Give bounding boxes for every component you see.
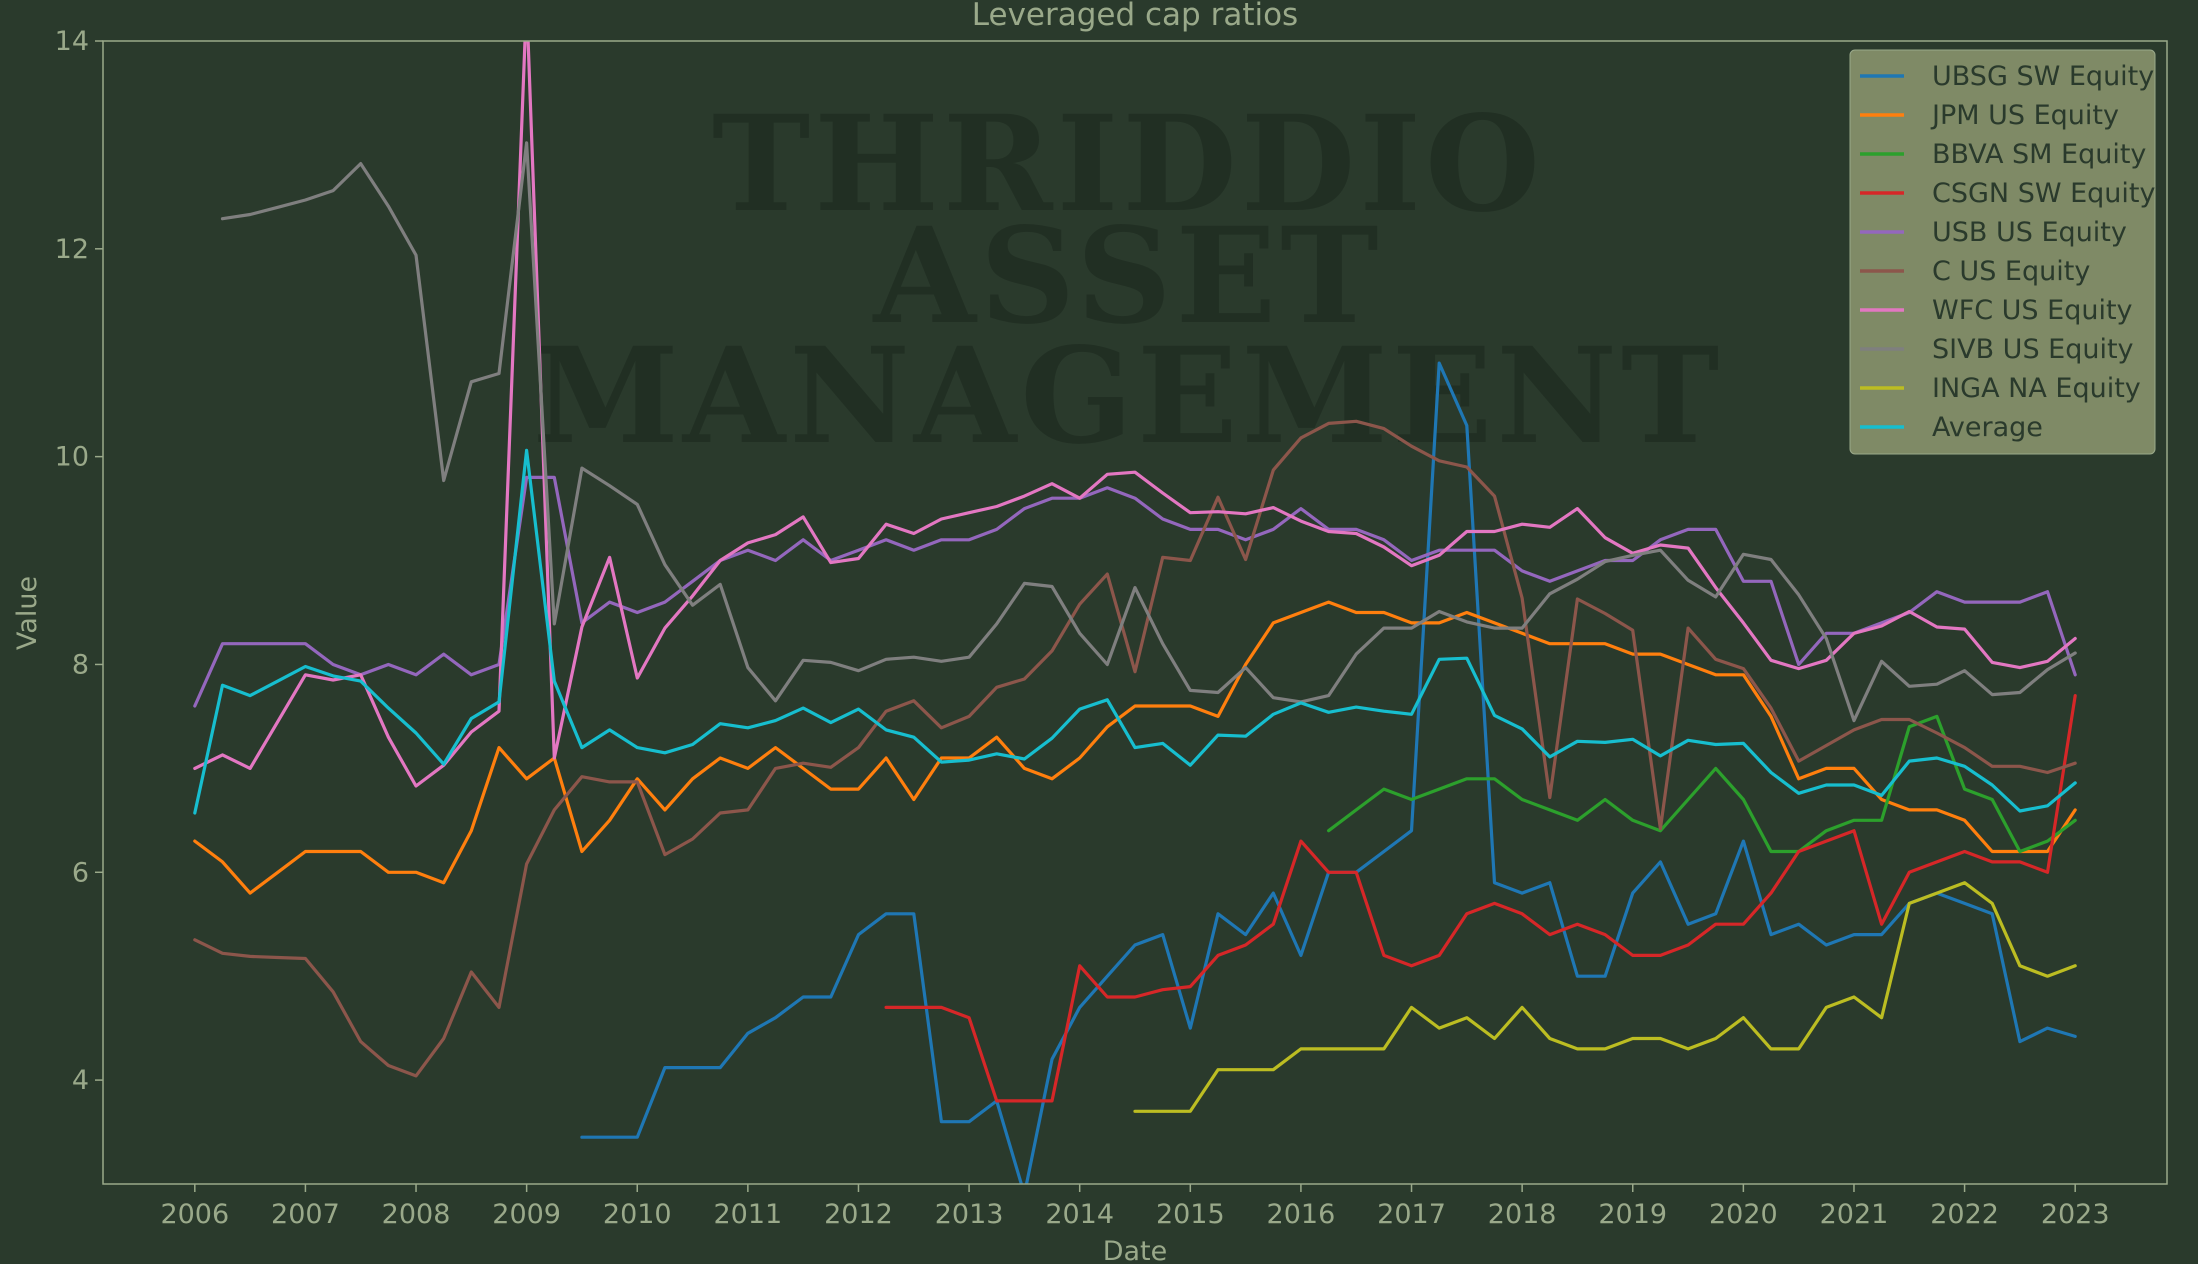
x-tick-label: 2013 (935, 1199, 1004, 1230)
x-tick-label: 2014 (1045, 1199, 1114, 1230)
y-tick-label: 12 (55, 234, 89, 265)
y-tick-label: 14 (55, 26, 89, 57)
series-line (884, 693, 2077, 1103)
y-tick-label: 4 (72, 1065, 89, 1096)
legend-label: Average (1932, 412, 2043, 443)
watermark-line: ASSET (871, 199, 1382, 354)
series-line (220, 141, 2077, 723)
series-line (193, 41, 2077, 788)
series-line (1133, 881, 2077, 1113)
legend-label: C US Equity (1932, 256, 2090, 287)
plot-frame (102, 40, 2168, 1185)
x-axis-label: Date (1103, 1236, 1168, 1264)
series-line (193, 475, 2077, 708)
x-tick-label: 2006 (160, 1199, 229, 1230)
legend: UBSG SW Equity JPM US Equity BBVA SM Equit… (1849, 49, 2156, 455)
x-tick-label: 2015 (1156, 1199, 1225, 1230)
y-axis: 4 6 8 10 12 14 (55, 26, 103, 1096)
series-layer (193, 41, 2077, 1184)
legend-label: USB US Equity (1932, 217, 2127, 248)
legend-label: WFC US Equity (1932, 295, 2133, 326)
x-tick-label: 2018 (1488, 1199, 1557, 1230)
x-tick-label: 2021 (1820, 1199, 1889, 1230)
x-tick-label: 2019 (1598, 1199, 1667, 1230)
y-tick-label: 8 (72, 649, 89, 680)
legend-label: SIVB US Equity (1932, 334, 2134, 365)
y-tick-label: 10 (55, 442, 89, 473)
x-tick-label: 2023 (2041, 1199, 2110, 1230)
legend-label: INGA NA Equity (1932, 373, 2141, 404)
x-tick-label: 2012 (824, 1199, 893, 1230)
x-tick-label: 2008 (382, 1199, 451, 1230)
legend-label: JPM US Equity (1930, 100, 2119, 131)
series-line (193, 448, 2077, 815)
y-tick-label: 6 (72, 857, 89, 888)
x-tick-label: 2022 (1930, 1199, 1999, 1230)
x-tick-label: 2011 (714, 1199, 783, 1230)
watermark-line: THRIDDIO (712, 87, 1544, 242)
series-line (193, 600, 2077, 895)
x-tick-label: 2016 (1267, 1199, 1336, 1230)
series-group (193, 41, 2077, 1184)
x-tick-label: 2017 (1377, 1199, 1446, 1230)
legend-label: BBVA SM Equity (1932, 139, 2146, 170)
x-axis: 2006 2007 2008 2009 2010 2011 2012 2013 2014 2015… (160, 1184, 2110, 1230)
chart-title: Leveraged cap ratios (972, 0, 1298, 33)
legend-label: CSGN SW Equity (1932, 178, 2156, 209)
x-tick-label: 2020 (1709, 1199, 1778, 1230)
y-axis-label: Value (12, 576, 43, 650)
series-line (193, 419, 2077, 1078)
legend-label: UBSG SW Equity (1932, 61, 2154, 92)
series-line (1326, 714, 2077, 854)
watermark-line: MANAGEMENT (533, 319, 1724, 474)
x-tick-label: 2007 (271, 1199, 340, 1230)
x-tick-label: 2010 (603, 1199, 672, 1230)
x-tick-label: 2009 (492, 1199, 561, 1230)
legend-box (1849, 49, 2156, 455)
